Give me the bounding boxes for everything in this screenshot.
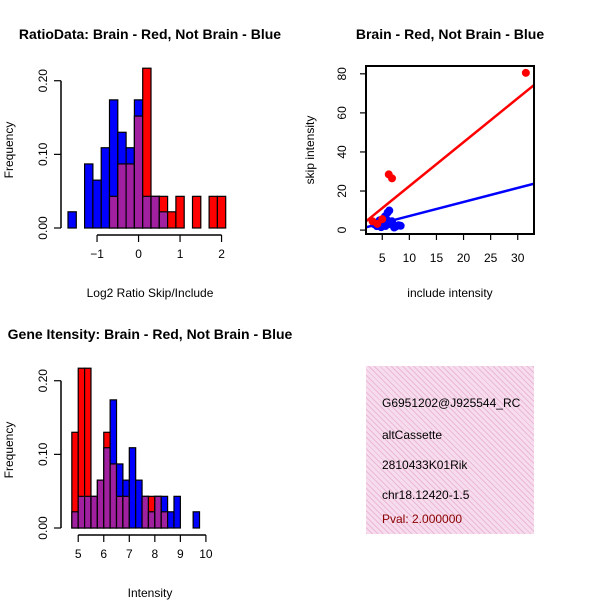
scatter-point-not-brain (396, 221, 405, 230)
p-value: Pval: 2.000000 (382, 512, 463, 526)
scatter-point-brain (521, 68, 530, 77)
scatter-point-not-brain (388, 217, 397, 226)
ratio-bar-overlap (108, 195, 119, 229)
intensity-bar-overlap (77, 495, 86, 529)
scatter-x-tick-label: 15 (430, 251, 444, 265)
histogram-intensity-title: Gene Itensity: Brain - Red, Not Brain - … (8, 326, 293, 342)
intensity-x-tick-label: 7 (126, 547, 133, 561)
histogram-ratio-title: RatioData: Brain - Red, Not Brain - Blue (19, 26, 281, 42)
intensity-bar-overlap (109, 463, 118, 529)
intensity-x-tick-label: 6 (100, 547, 107, 561)
probe-id: G6951202@J925544_RC (382, 396, 521, 410)
ratio-y-tick-label: 0.10 (36, 142, 50, 166)
scatter-point-brain (378, 215, 387, 224)
ratio-bar-overlap (117, 163, 127, 229)
intensity-bar-overlap (154, 495, 162, 529)
ratio-x-tick-label: 1 (177, 247, 184, 261)
scatter-x-tick-label: 25 (484, 251, 498, 265)
scatter-point-not-brain (381, 221, 390, 230)
genomic-location: chr18.12420-1.5 (382, 488, 470, 502)
intensity-bar-not-brain (167, 511, 175, 529)
scatter-point-not-brain (390, 223, 399, 232)
ratio-bar-brain (191, 195, 202, 229)
scatter-frame (365, 65, 535, 235)
ratio-bar-not-brain (100, 147, 111, 229)
ratio-bar-overlap (125, 163, 135, 229)
scatter-title: Brain - Red, Not Brain - Blue (356, 26, 544, 42)
scatter-xlabel: include intensity (407, 286, 492, 300)
intensity-x-tick-label: 9 (177, 547, 184, 561)
intensity-y-tick-label: 0.20 (36, 369, 50, 393)
scatter-x-tick-label: 10 (403, 251, 417, 265)
scatter-y-tick-label: 0 (335, 226, 349, 233)
scatter-y-tick-label: 40 (335, 145, 349, 159)
histogram-ratio-xlabel: Log2 Ratio Skip/Include (87, 286, 214, 300)
intensity-bar-overlap (147, 511, 156, 529)
gene-name: 2810433K01Rik (382, 458, 468, 472)
intensity-x-tick-label: 5 (75, 547, 82, 561)
scatter-x-tick-label: 30 (511, 251, 525, 265)
ratio-bar-brain (216, 195, 227, 229)
scatter-point-brain (388, 174, 397, 183)
histogram-intensity-xlabel: Intensity (128, 586, 173, 600)
ratio-x-tick-label: 0 (135, 247, 142, 261)
intensity-bar-overlap (160, 511, 169, 529)
scatter-y-tick-label: 20 (335, 184, 349, 198)
ratio-x-tick-label: 2 (218, 247, 225, 261)
scatter-x-tick-label: 5 (379, 251, 386, 265)
intensity-x-tick-label: 8 (151, 547, 158, 561)
ratio-bar-not-brain (92, 179, 102, 229)
intensity-bar-overlap (71, 511, 79, 529)
intensity-y-tick-label: 0.10 (36, 442, 50, 466)
intensity-bar-overlap (96, 479, 105, 529)
scatter-y-tick-label: 60 (335, 106, 349, 120)
scatter-y-tick-label: 80 (335, 67, 349, 81)
intensity-bar-not-brain (173, 495, 181, 529)
probe-info-panel: G6951202@J925544_RC altCassette 2810433K… (366, 366, 534, 534)
scatter-fit-line-brain (366, 84, 534, 223)
scatter-x-tick-label: 20 (457, 251, 471, 265)
ratio-bar-overlap (142, 195, 152, 229)
scatter-point-not-brain (385, 206, 394, 215)
intensity-bar-not-brain (135, 479, 143, 529)
ratio-x-tick-label: −1 (90, 247, 104, 261)
ratio-y-tick-label: 0.20 (36, 69, 50, 93)
ratio-bar-overlap (150, 195, 160, 229)
ratio-bar-overlap (158, 211, 169, 229)
intensity-bar-overlap (90, 495, 98, 529)
scatter-ylabel: skip intensity (303, 116, 317, 185)
histogram-ratio-ylabel: Frequency (2, 122, 16, 179)
intensity-bar-overlap (103, 447, 111, 529)
intensity-bar-overlap (115, 495, 124, 529)
intensity-bar-not-brain (192, 511, 201, 529)
ratio-bar-brain (175, 195, 185, 229)
intensity-bar-overlap (122, 495, 130, 529)
intensity-x-tick-label: 10 (199, 547, 213, 561)
scatter-plot-area (366, 68, 534, 232)
intensity-bar-overlap (83, 495, 92, 529)
ratio-bar-not-brain (83, 163, 94, 229)
ratio-bar-brain (167, 211, 177, 229)
ratio-bar-brain (208, 195, 219, 229)
ratio-bar-overlap (133, 115, 144, 229)
histogram-intensity-ylabel: Frequency (2, 422, 16, 479)
intensity-bar-not-brain (128, 447, 137, 529)
intensity-y-tick-label: 0.00 (36, 516, 50, 540)
ratio-bar-not-brain (67, 211, 77, 229)
intensity-bar-overlap (141, 495, 150, 529)
ratio-y-tick-label: 0.00 (36, 216, 50, 240)
event-type: altCassette (382, 428, 443, 442)
